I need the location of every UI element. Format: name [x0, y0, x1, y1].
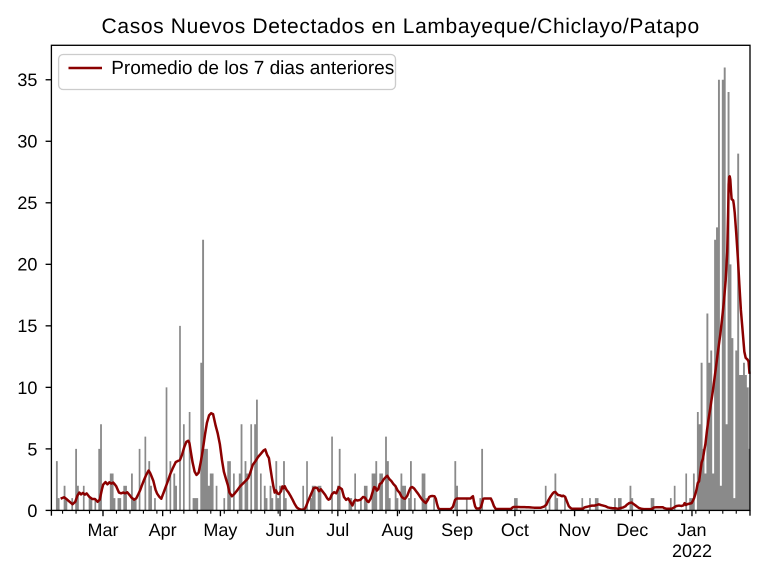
svg-text:30: 30 — [17, 132, 37, 152]
svg-text:15: 15 — [17, 316, 37, 336]
svg-text:Jan: Jan — [677, 520, 706, 540]
svg-text:May: May — [203, 520, 237, 540]
svg-text:Apr: Apr — [149, 520, 177, 540]
svg-text:Mar: Mar — [87, 520, 118, 540]
svg-text:Sep: Sep — [441, 520, 473, 540]
svg-text:0: 0 — [27, 501, 37, 521]
svg-text:Jun: Jun — [266, 520, 295, 540]
svg-text:Casos Nuevos Detectados en Lam: Casos Nuevos Detectados en Lambayeque/Ch… — [102, 15, 700, 38]
svg-text:Jul: Jul — [326, 520, 349, 540]
svg-text:Dec: Dec — [616, 520, 648, 540]
svg-text:20: 20 — [17, 255, 37, 275]
svg-text:Aug: Aug — [381, 520, 413, 540]
svg-text:Oct: Oct — [501, 520, 529, 540]
svg-text:2022: 2022 — [672, 541, 712, 561]
svg-text:Nov: Nov — [559, 520, 591, 540]
svg-text:Promedio de los 7 dias anterio: Promedio de los 7 dias anteriores — [111, 58, 394, 79]
svg-text:10: 10 — [17, 378, 37, 398]
svg-text:35: 35 — [17, 70, 37, 90]
svg-text:25: 25 — [17, 193, 37, 213]
svg-text:5: 5 — [27, 439, 37, 459]
